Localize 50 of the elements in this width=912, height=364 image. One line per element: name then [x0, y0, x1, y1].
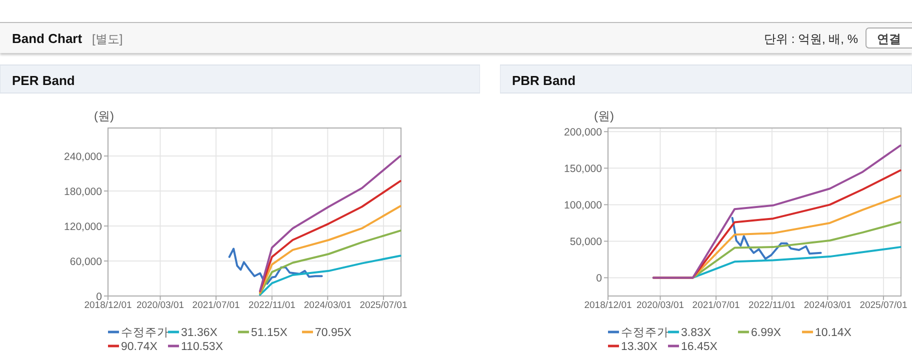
legend-label: 3.83X: [681, 327, 712, 339]
y-tick-label: 120,000: [64, 221, 102, 233]
x-tick-label: 2018/12/01: [84, 300, 132, 311]
line-series: [259, 254, 402, 296]
legend-label: 70.95X: [315, 327, 352, 339]
line-series: [731, 216, 822, 260]
x-tick-label: 2025/07/01: [360, 300, 408, 311]
legend-label: 6.99X: [751, 327, 782, 339]
y-tick-label: 60,000: [70, 256, 102, 268]
text: [별도]: [92, 32, 123, 46]
legend-label: 110.53X: [181, 341, 224, 353]
legend-label: 90.74X: [121, 341, 158, 353]
chart-title: PER Band: [12, 73, 75, 88]
x-tick-label: 2020/03/01: [636, 300, 684, 311]
y-tick-label: 150,000: [564, 163, 602, 176]
y-tick-label: 240,000: [64, 151, 102, 163]
y-tick-label: 0: [596, 272, 602, 285]
x-tick-label: 2020/03/01: [136, 300, 184, 311]
x-tick-label: 2024/03/01: [804, 300, 852, 311]
y-axis-title: (원): [594, 109, 614, 123]
y-tick-label: 200,000: [564, 126, 602, 139]
x-tick-label: 2025/07/01: [860, 300, 908, 311]
line-series: [259, 155, 402, 292]
text: Band Chart: [12, 31, 83, 46]
legend-label: 16.45X: [681, 341, 718, 353]
y-tick-label: 180,000: [64, 186, 102, 198]
line-series: [259, 205, 402, 294]
legend-label: 31.36X: [181, 327, 218, 339]
x-tick-label: 2021/07/01: [192, 300, 240, 311]
x-tick-label: 2024/03/01: [304, 300, 352, 311]
x-tick-label: 2021/07/01: [692, 300, 740, 311]
legend-label: 수정주가: [621, 327, 669, 339]
line-series: [259, 230, 402, 295]
legend-label: 10.14X: [815, 327, 852, 339]
y-axis-title: (원): [94, 109, 114, 123]
y-tick-label: 0: [96, 291, 102, 303]
x-tick-label: 2022/11/01: [748, 300, 796, 311]
text: 연결: [877, 32, 901, 46]
y-tick-label: 100,000: [564, 200, 602, 212]
y-tick-label: 50,000: [570, 236, 602, 248]
line-series: [259, 180, 402, 292]
line-series: [652, 144, 902, 279]
x-tick-label: 2022/11/01: [248, 300, 296, 311]
text: 단위 : 억원, 배, %: [764, 32, 858, 46]
x-tick-label: 2018/12/01: [584, 300, 632, 311]
legend-label: 13.30X: [621, 341, 658, 353]
legend-label: 수정주가: [121, 327, 169, 339]
line-series: [228, 248, 323, 285]
chart-title: PBR Band: [512, 73, 576, 88]
legend-label: 51.15X: [251, 327, 288, 339]
